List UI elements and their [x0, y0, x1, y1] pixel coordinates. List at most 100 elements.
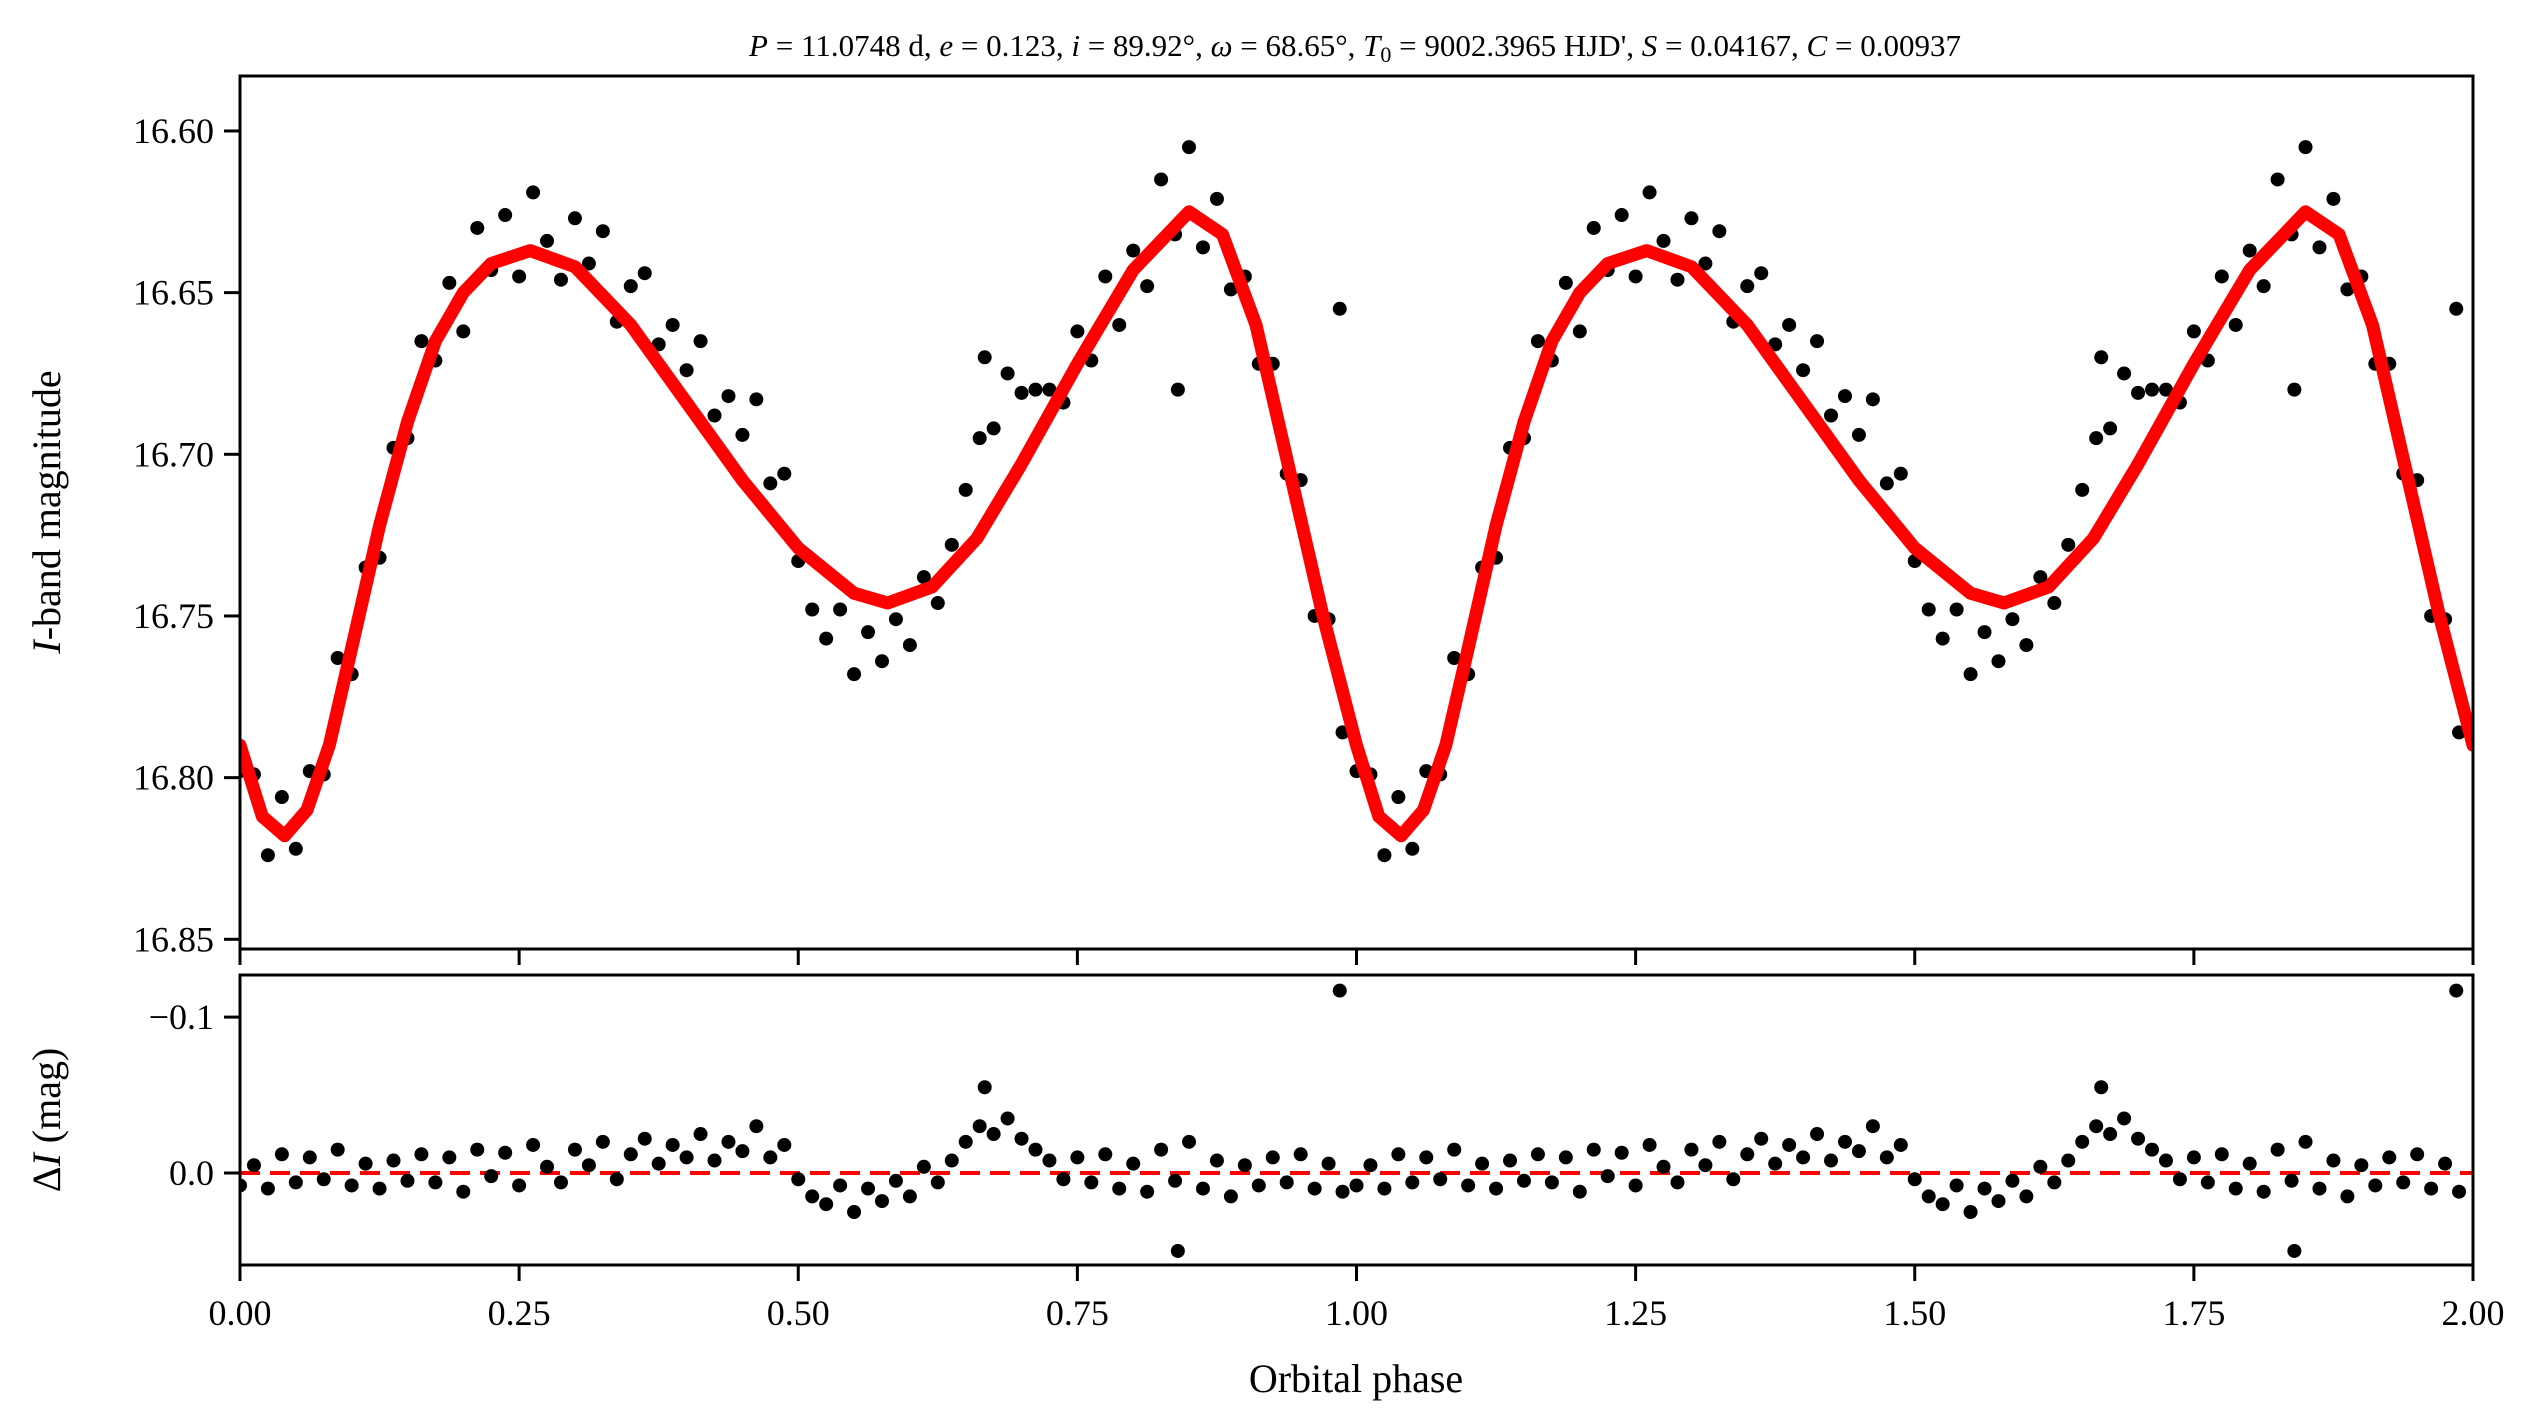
data-point: [2256, 279, 2271, 294]
residual-point: [609, 1172, 624, 1187]
residual-point: [944, 1153, 959, 1168]
residual-point: [2047, 1175, 2062, 1190]
residual-point: [1670, 1175, 1685, 1190]
data-point: [1042, 382, 1057, 397]
data-point: [2005, 612, 2020, 627]
x-tick-label: 1.50: [1883, 1293, 1946, 1333]
data-point: [665, 317, 680, 332]
data-point: [1837, 389, 1852, 404]
data-point: [1782, 317, 1797, 332]
residual-point: [1433, 1172, 1448, 1187]
residual-point: [2005, 1173, 2020, 1188]
data-point: [2158, 382, 2173, 397]
residual-point: [651, 1156, 666, 1171]
data-point: [2449, 301, 2464, 316]
residual-point: [1516, 1173, 1531, 1188]
residual-point: [2033, 1159, 2048, 1174]
x-tick-label: 1.25: [1604, 1293, 1667, 1333]
data-point: [1154, 172, 1169, 187]
data-point: [902, 638, 917, 653]
data-point: [763, 476, 778, 491]
data-point: [1000, 366, 1015, 381]
residual-point: [1754, 1131, 1769, 1146]
data-point: [1977, 625, 1992, 640]
lower-axes: −0.1 0.0 0.00 0.25 0.50 0.75 1.00 1.25 1.50 1.75 2…: [149, 973, 2505, 1333]
upper-axes: 16.60 16.65 16.70 16.75 16.80 16.85: [133, 74, 2475, 965]
residual-point: [1140, 1184, 1155, 1199]
data-point: [1209, 191, 1224, 206]
residual-point: [2019, 1189, 2034, 1204]
residual-point: [721, 1134, 736, 1149]
data-point: [1112, 317, 1127, 332]
data-point: [260, 848, 275, 863]
residual-point: [637, 1131, 652, 1146]
data-point: [972, 431, 987, 446]
data-point: [1963, 667, 1978, 682]
residual-point: [930, 1175, 945, 1190]
data-point: [1712, 224, 1727, 239]
residual-point: [526, 1137, 541, 1152]
y-tick-label: 16.65: [133, 273, 214, 313]
data-point: [2089, 431, 2104, 446]
residual-point: [567, 1142, 582, 1157]
residual-point: [791, 1172, 806, 1187]
data-point: [1754, 266, 1769, 281]
data-point: [553, 272, 568, 287]
data-point: [1070, 324, 1085, 339]
data-point: [1684, 211, 1699, 226]
data-point: [2270, 172, 2285, 187]
data-point: [2228, 317, 2243, 332]
residual-point: [763, 1150, 778, 1165]
data-point: [1170, 382, 1185, 397]
model-line: [240, 205, 2473, 843]
data-point: [2326, 191, 2341, 206]
residual-point: [2186, 1150, 2201, 1165]
residual-point: [240, 1178, 247, 1193]
data-point: [2117, 366, 2132, 381]
residual-point: [1935, 1197, 1950, 1212]
residual-point: [1447, 1142, 1462, 1157]
data-point: [498, 208, 513, 223]
data-point: [1642, 185, 1657, 200]
residual-point: [1963, 1204, 1978, 1219]
residual-point: [2131, 1131, 2146, 1146]
data-point: [2214, 269, 2229, 284]
data-point: [1670, 272, 1685, 287]
data-point: [1558, 275, 1573, 290]
residual-point: [316, 1172, 331, 1187]
residual-point: [1391, 1147, 1406, 1162]
data-point: [721, 389, 736, 404]
residual-point: [1042, 1153, 1057, 1168]
data-point: [944, 537, 959, 552]
residual-point: [2382, 1150, 2397, 1165]
axes-frame: [238, 973, 2475, 1267]
data-point: [595, 224, 610, 239]
residual-point: [1000, 1111, 1015, 1126]
residual-point: [1056, 1172, 1071, 1187]
residual-point: [1921, 1189, 1936, 1204]
residual-point: [1461, 1178, 1476, 1193]
y-tick-label: 16.80: [133, 758, 214, 798]
residual-point: [693, 1127, 708, 1142]
residual-point: [2298, 1134, 2313, 1149]
data-point: [833, 602, 848, 617]
residual-point: [1279, 1175, 1294, 1190]
data-point: [1935, 631, 1950, 646]
residual-point: [805, 1189, 820, 1204]
data-point: [1921, 602, 1936, 617]
residual-point: [1837, 1134, 1852, 1149]
residual-point: [1698, 1158, 1713, 1173]
data-point: [637, 266, 652, 281]
residual-point: [2200, 1175, 2215, 1190]
data-point: [1810, 334, 1825, 349]
data-point: [1195, 240, 1210, 255]
data-point: [2287, 382, 2302, 397]
residual-point: [1405, 1175, 1420, 1190]
data-point: [2242, 243, 2257, 258]
data-point: [274, 790, 289, 805]
residual-point: [2312, 1181, 2327, 1196]
data-point: [623, 279, 638, 294]
residual-point: [1586, 1142, 1601, 1157]
data-point: [1893, 466, 1908, 481]
residual-point: [1014, 1131, 1029, 1146]
